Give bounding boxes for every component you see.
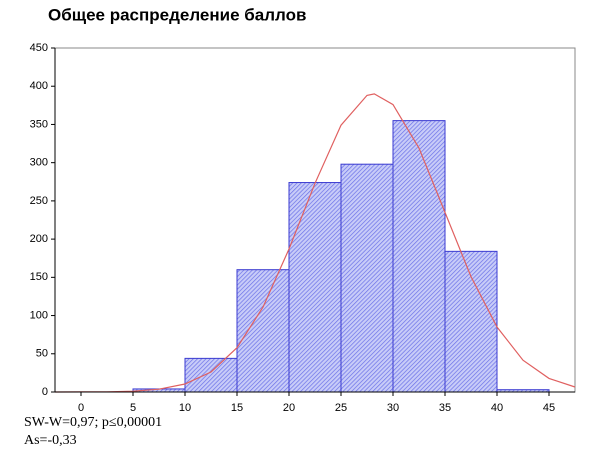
x-tick-label: 5 [130, 402, 136, 414]
annotation: SW-W=0,97; p≤0,00001 [24, 415, 162, 430]
y-tick-label: 0 [42, 386, 48, 398]
bar [444, 250, 498, 393]
y-tick-label: 350 [30, 118, 48, 130]
y-tick-label: 200 [30, 233, 48, 245]
x-tick-label: 45 [543, 402, 555, 414]
x-tick-label: 30 [387, 402, 399, 414]
x-tick-label: 40 [491, 402, 503, 414]
x-tick-label: 15 [231, 402, 243, 414]
x-tick-label: 20 [283, 402, 295, 414]
bar [236, 269, 290, 393]
y-tick-label: 400 [30, 80, 48, 92]
bar [288, 182, 342, 393]
x-tick-label: 25 [335, 402, 347, 414]
y-tick-label: 150 [30, 271, 48, 283]
x-tick-label: 35 [439, 402, 451, 414]
y-tick-label: 100 [30, 309, 48, 321]
annotation: As=-0,33 [24, 433, 77, 448]
y-tick-label: 50 [36, 348, 48, 360]
normal-curve [54, 93, 576, 393]
chart-title: Общее распределение баллов [48, 5, 306, 24]
y-tick-label: 250 [30, 195, 48, 207]
bar [340, 163, 394, 393]
x-tick-label: 0 [78, 402, 84, 414]
y-tick-label: 300 [30, 157, 48, 169]
bar [184, 357, 238, 393]
bar [392, 120, 446, 393]
x-tick-label: 10 [179, 402, 191, 414]
y-tick-label: 450 [30, 42, 48, 54]
